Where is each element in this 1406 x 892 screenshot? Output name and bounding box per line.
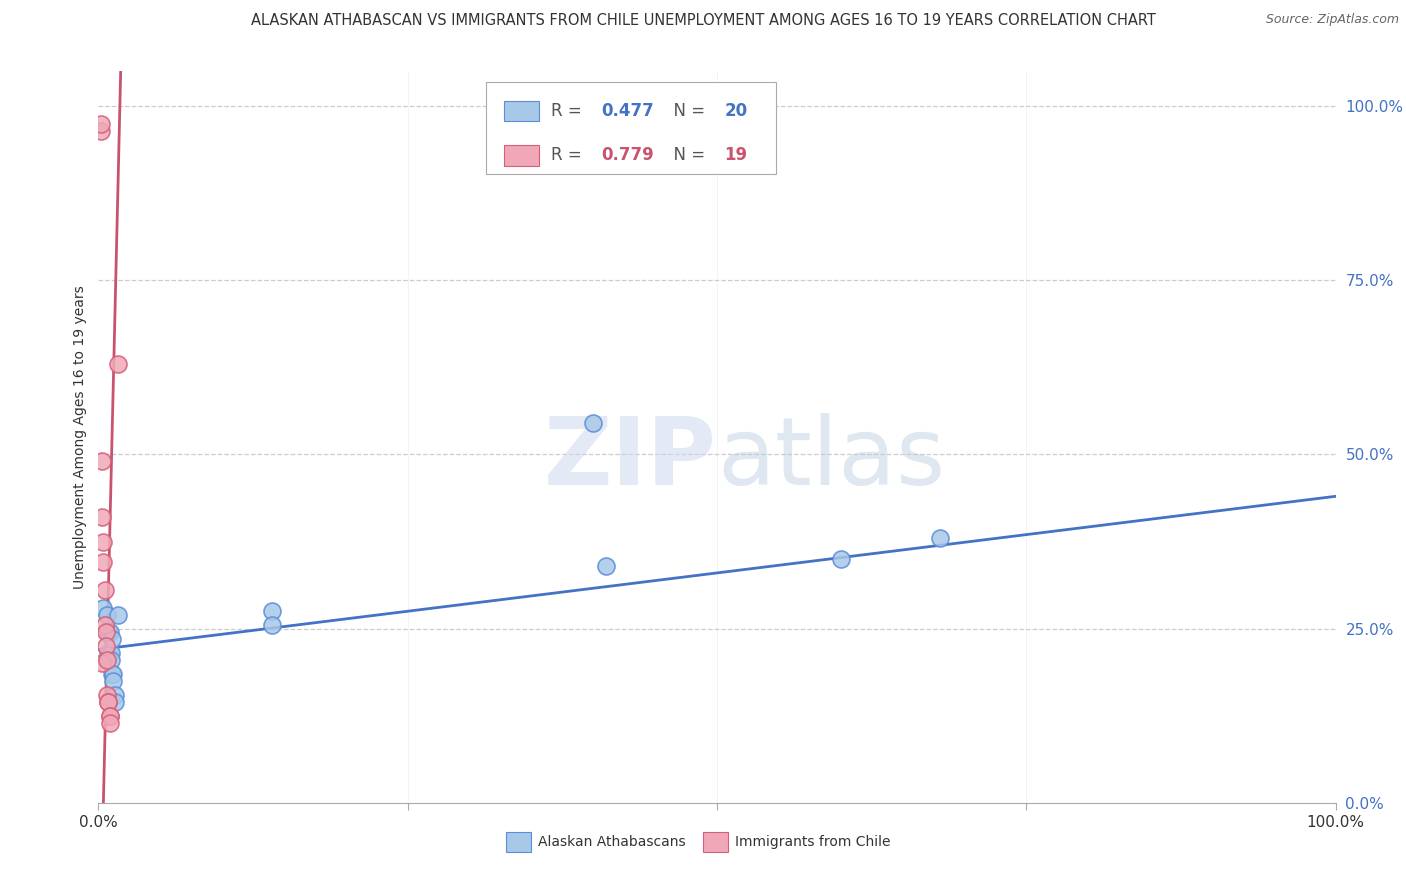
Text: 19: 19 (724, 146, 748, 164)
Point (103, 688, 125, 702)
Text: R =: R = (551, 146, 588, 164)
Point (595, 558, 617, 573)
Text: Immigrants from Chile: Immigrants from Chile (735, 835, 891, 849)
Point (97, 695, 120, 709)
Point (830, 552, 852, 566)
Point (96, 688, 118, 702)
Point (103, 667, 125, 681)
Point (260, 618, 283, 632)
Point (90, 123, 112, 137)
Point (94, 625, 117, 640)
Text: R =: R = (551, 102, 588, 120)
Text: ALASKAN ATHABASCAN VS IMMIGRANTS FROM CHILE UNEMPLOYMENT AMONG AGES 16 TO 19 YEA: ALASKAN ATHABASCAN VS IMMIGRANTS FROM CH… (250, 13, 1156, 29)
Point (97, 695, 120, 709)
Text: atlas: atlas (717, 413, 945, 505)
Point (90, 117, 112, 131)
Point (93, 556, 115, 570)
Point (103, 695, 125, 709)
Text: Source: ZipAtlas.com: Source: ZipAtlas.com (1265, 13, 1399, 27)
Point (98, 715, 121, 730)
Point (107, 357, 129, 371)
Point (93, 618, 115, 632)
Point (98, 708, 121, 723)
Point (91, 454, 114, 468)
Point (98, 625, 121, 640)
Point (100, 653, 122, 667)
Text: Alaskan Athabascans: Alaskan Athabascans (538, 835, 686, 849)
Point (93, 534, 115, 549)
Point (96, 607, 118, 622)
Point (582, 416, 605, 430)
Text: 20: 20 (724, 102, 748, 120)
Point (93, 583, 115, 598)
Text: N =: N = (662, 146, 710, 164)
Point (98, 708, 121, 723)
FancyBboxPatch shape (485, 82, 776, 174)
Point (91, 657, 114, 671)
Point (107, 607, 129, 622)
Point (93, 600, 115, 615)
Point (96, 653, 118, 667)
Point (94, 639, 117, 653)
Point (97, 625, 120, 640)
Point (101, 632, 124, 646)
Text: ZIP: ZIP (544, 413, 717, 505)
Y-axis label: Unemployment Among Ages 16 to 19 years: Unemployment Among Ages 16 to 19 years (73, 285, 87, 589)
Point (91, 510, 114, 524)
Point (260, 604, 283, 618)
Point (928, 531, 950, 545)
Text: N =: N = (662, 102, 710, 120)
Point (103, 673, 125, 688)
Point (97, 646, 120, 660)
Point (100, 646, 122, 660)
Bar (505, 145, 538, 166)
Point (101, 667, 124, 681)
Text: 0.779: 0.779 (600, 146, 654, 164)
Bar (505, 101, 538, 121)
Text: 0.477: 0.477 (600, 102, 654, 120)
